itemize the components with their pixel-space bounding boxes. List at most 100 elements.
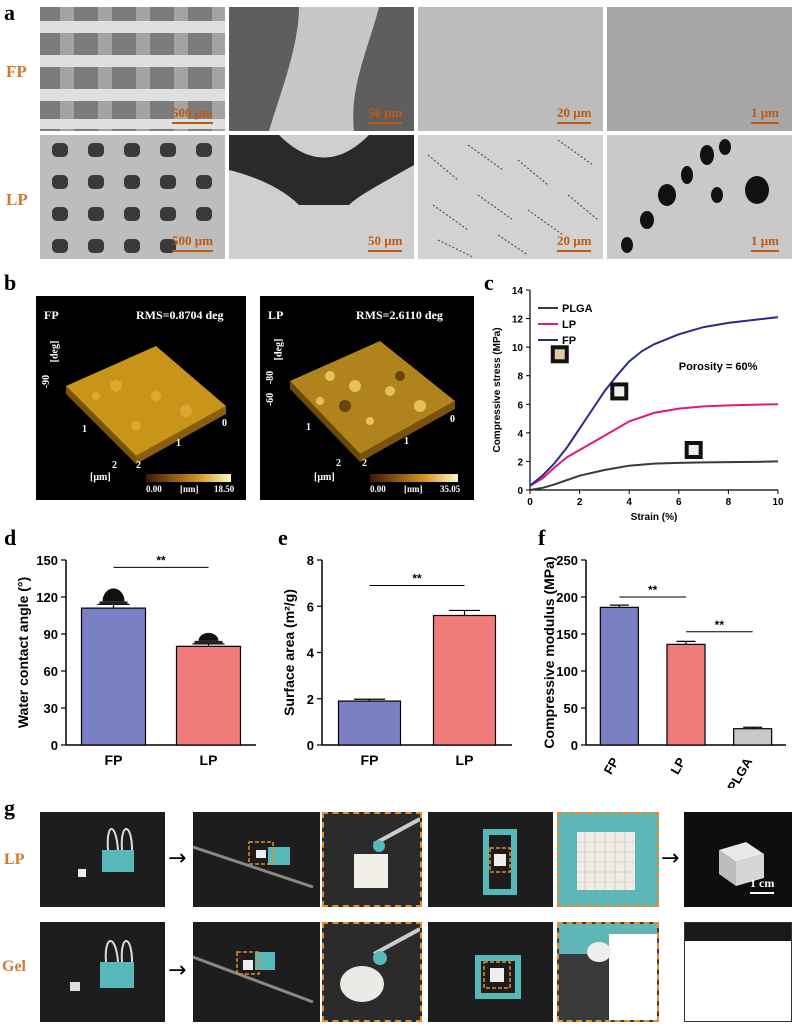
x-tick-label: 10 — [772, 497, 784, 508]
y-tick-label: 4 — [517, 429, 523, 440]
x-tick-label: 0 — [527, 497, 533, 508]
significance-marker: ** — [156, 553, 166, 567]
scale-lp-500: 500 μm — [172, 233, 213, 252]
y-tick-label: 4 — [307, 646, 315, 661]
scale-fp-500: 500 μm — [172, 105, 213, 124]
photo-lp-tweezer — [193, 812, 320, 907]
afm-tick3-fp: 1 — [82, 424, 87, 435]
x-tick-label: LP — [667, 755, 688, 777]
sem-fp-500um — [40, 7, 225, 131]
scale-fp-50: 50 μm — [368, 105, 403, 124]
bar-fp — [599, 606, 639, 746]
y-axis-label: Surface area (m²/g) — [281, 589, 297, 716]
x-tick-label: FP — [361, 752, 379, 768]
bar-fp — [80, 607, 147, 746]
afm-cbmax-lp: 35.05 — [440, 484, 461, 494]
row-label-g-lp: LP — [4, 851, 25, 868]
afm-tick0-lp: 0 — [450, 414, 455, 425]
afm-sample-lp: LP — [268, 308, 284, 322]
scalebar-1cm: 1 cm — [750, 876, 775, 894]
row-label-lp: LP — [6, 190, 28, 209]
droplet-substrate — [99, 601, 128, 605]
x-tick-label: PLGA — [724, 754, 755, 788]
sample-cube-icon — [688, 445, 699, 455]
bar-fp — [337, 700, 402, 746]
bar-lp — [432, 614, 497, 746]
afm-tick1-fp: 1 — [176, 438, 181, 449]
scale-lp-20: 20 μm — [557, 233, 592, 252]
x-tick-label: 2 — [577, 497, 583, 508]
photo-gel-tweezer — [193, 922, 320, 1022]
photo-lp-zoom2 — [557, 812, 659, 907]
afm-tick1-lp: 1 — [404, 436, 409, 447]
significance-marker: ** — [412, 571, 422, 585]
panel-label-f: f — [538, 525, 546, 550]
afm-unit-lp: [μm] — [314, 472, 335, 483]
afm-tick4-lp: 2 — [336, 458, 341, 469]
photo-gel-zoom1 — [322, 922, 422, 1022]
afm-cbmax-fp: 18.50 — [214, 484, 235, 494]
scale-lp-1: 1 μm — [751, 233, 779, 252]
annotation-porosity: Porosity = 60% — [679, 361, 758, 373]
photo-gel-zoom2 — [557, 922, 659, 1022]
y-tick-label: 2 — [307, 692, 314, 707]
photo-lp-cube: 1 cm — [684, 812, 792, 907]
sem-lp-50um — [229, 135, 414, 259]
y-tick-label: 12 — [512, 315, 524, 326]
photo-gel-empty — [684, 922, 792, 1022]
bar-lp — [666, 643, 706, 746]
y-axis-label: Compressive modulus (MPa) — [541, 556, 557, 748]
y-tick-label: 150 — [556, 627, 578, 642]
y-tick-label: 10 — [512, 343, 524, 354]
droplet-substrate — [194, 640, 223, 644]
afm-tick4-fp: 2 — [112, 460, 117, 471]
afm-rms-fp: RMS=0.8704 deg — [136, 308, 224, 322]
afm-map-lp: LP RMS=2.6110 deg -80 -60 [deg] 0 1 2 1 … — [260, 296, 474, 500]
y-tick-label: 0 — [571, 738, 578, 753]
panel-label-a: a — [4, 0, 15, 25]
bar-plga — [733, 728, 773, 746]
scale-fp-20: 20 μm — [557, 105, 592, 124]
y-tick-label: 50 — [564, 701, 578, 716]
water-droplet-icon — [102, 588, 125, 602]
y-axis-label: Compressive stress (MPa) — [492, 327, 503, 452]
x-tick-label: 4 — [626, 497, 632, 508]
afm-cbunit-lp: [nm] — [404, 484, 423, 494]
afm-tick3-lp: 1 — [306, 422, 311, 433]
row-label-g-gel: Gel — [2, 958, 26, 975]
afm-sample-fp: FP — [44, 308, 59, 322]
legend-label-plga: PLGA — [562, 303, 593, 315]
afm-z-lp: -80 — [265, 370, 277, 385]
legend-label-fp: FP — [562, 335, 576, 347]
x-axis-label: Strain (%) — [631, 512, 678, 523]
y-tick-label: 200 — [556, 590, 578, 605]
photo-lp-clipped — [428, 812, 553, 907]
y-tick-label: 250 — [556, 553, 578, 568]
afm-z-fp: -90 — [41, 374, 53, 389]
afm-cbmin-lp: 0.00 — [370, 484, 386, 494]
row-label-fp: FP — [6, 62, 27, 81]
series-line-lp — [529, 403, 779, 487]
water-droplet-icon — [198, 632, 219, 641]
afm-zunit-lp: [deg] — [273, 338, 285, 361]
sem-fp-1um — [607, 7, 792, 131]
panel-label-e: e — [278, 525, 288, 550]
y-tick-label: 100 — [556, 664, 578, 679]
y-tick-label: 6 — [307, 599, 314, 614]
sample-cube-icon — [554, 349, 565, 360]
y-tick-label: 0 — [517, 486, 523, 497]
y-tick-label: 150 — [36, 553, 58, 568]
panel-label-b: b — [4, 270, 17, 295]
panel-label-g: g — [4, 795, 15, 820]
sem-lp-20um — [418, 135, 603, 259]
x-tick-label: 8 — [726, 497, 732, 508]
chart-water-contact-angle: 0 30 60 90 120 150 Water contact angle (°) FP LP… — [15, 553, 256, 768]
chart-stress-strain: 0 2 4 6 8 10 12 14 0 2 4 6 8 10 Strain (%) Compressive … — [492, 286, 784, 523]
afm-map-fp: FP RMS=0.8704 deg -90 [deg] 0 1 2 1 2 [μ… — [36, 296, 246, 500]
sem-fp-20um — [418, 7, 603, 131]
significance-marker: ** — [715, 618, 725, 632]
sem-lp-500um — [40, 135, 225, 259]
afm-zlow-lp: -60 — [265, 392, 277, 407]
y-tick-label: 8 — [517, 372, 523, 383]
panel-label-d: d — [4, 525, 17, 550]
